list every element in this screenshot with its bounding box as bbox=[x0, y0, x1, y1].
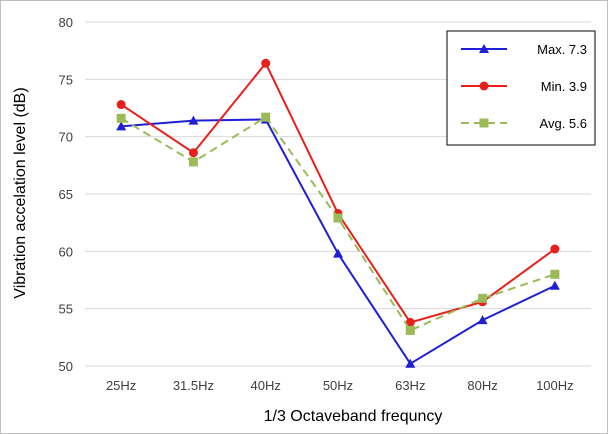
data-point bbox=[477, 315, 488, 325]
x-tick-label: 80Hz bbox=[467, 378, 497, 393]
data-point bbox=[333, 213, 343, 223]
data-point bbox=[405, 358, 416, 368]
axes: 50 55 60 65 70 75 80 25Hz 31.5Hz 40Hz 50Hz 63Hz 80Hz… bbox=[59, 15, 574, 393]
legend-label: Max. 7.3 bbox=[537, 42, 587, 57]
legend-label: Avg. 5.6 bbox=[540, 116, 587, 131]
data-point bbox=[188, 115, 199, 125]
data-point bbox=[333, 248, 343, 258]
x-tick-label: 40Hz bbox=[251, 378, 281, 393]
data-point bbox=[405, 325, 415, 335]
y-tick-label: 70 bbox=[59, 130, 73, 145]
legend-label: Min. 3.9 bbox=[541, 79, 587, 94]
x-tick-label: 63Hz bbox=[395, 378, 425, 393]
y-tick-label: 50 bbox=[59, 359, 73, 374]
x-tick-label: 25Hz bbox=[106, 378, 136, 393]
y-tick-label: 60 bbox=[59, 244, 73, 259]
legend-item: Max. 7.3 bbox=[461, 42, 587, 57]
data-point bbox=[116, 100, 126, 110]
data-point bbox=[478, 293, 488, 303]
series-square bbox=[116, 112, 560, 335]
legend-item: Min. 3.9 bbox=[461, 79, 587, 94]
data-point bbox=[188, 157, 198, 167]
series-triangle bbox=[116, 114, 560, 368]
series-line bbox=[121, 118, 556, 366]
data-point bbox=[550, 269, 560, 279]
data-point bbox=[116, 121, 127, 131]
data-point bbox=[116, 113, 126, 123]
data-point bbox=[188, 148, 198, 158]
y-tick-label: 65 bbox=[59, 187, 73, 202]
legend-item: Avg. 5.6 bbox=[461, 116, 587, 131]
legend: Max. 7.3 Min. 3.9 Avg. 5.6 bbox=[446, 30, 596, 146]
y-tick-label: 80 bbox=[59, 15, 73, 30]
data-point bbox=[261, 112, 271, 122]
data-point bbox=[479, 81, 489, 91]
series-layer bbox=[116, 58, 560, 368]
data-point bbox=[261, 58, 271, 68]
data-point bbox=[479, 44, 489, 53]
y-tick-label: 75 bbox=[59, 72, 73, 87]
series-line bbox=[120, 115, 556, 332]
x-tick-label: 31.5Hz bbox=[173, 378, 214, 393]
data-point bbox=[405, 317, 415, 327]
y-axis-title: Vibration accelation level (dB) bbox=[12, 87, 29, 298]
data-point bbox=[479, 118, 489, 128]
x-tick-label: 50Hz bbox=[323, 378, 353, 393]
data-point bbox=[549, 280, 560, 290]
x-tick-label: 100Hz bbox=[536, 378, 574, 393]
data-point bbox=[550, 244, 560, 254]
y-tick-label: 55 bbox=[59, 302, 73, 317]
x-axis-title: 1/3 Octaveband frequncy bbox=[264, 408, 443, 425]
